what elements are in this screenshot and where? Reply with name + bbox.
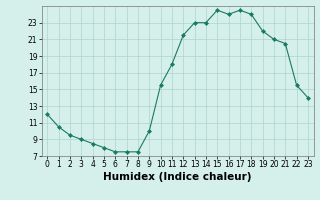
X-axis label: Humidex (Indice chaleur): Humidex (Indice chaleur) <box>103 172 252 182</box>
